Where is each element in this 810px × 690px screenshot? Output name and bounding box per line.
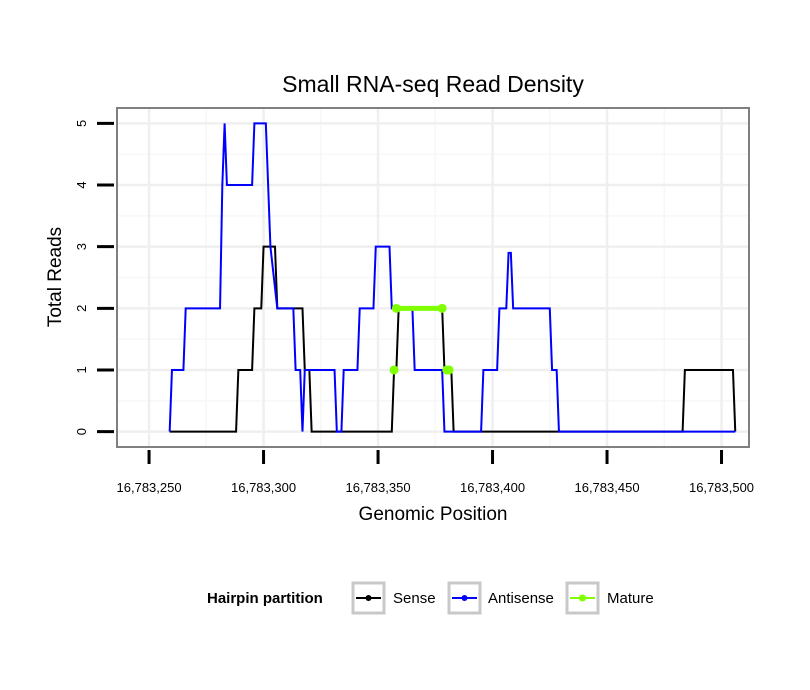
chart-title: Small RNA-seq Read Density [282, 71, 584, 97]
series-mature-point [389, 365, 399, 375]
legend-point-mature [579, 594, 586, 602]
x-tick-label: 16,783,500 [689, 480, 754, 495]
legend-point-sense [365, 595, 372, 601]
y-tick-label: 3 [74, 243, 89, 250]
y-tick-label: 1 [74, 366, 89, 373]
legend-label-mature: Mature [607, 590, 654, 607]
x-tick-label: 16,783,400 [460, 480, 525, 495]
y-axis-label: Total Reads [45, 227, 66, 327]
legend-key-sense: Sense [351, 581, 436, 615]
y-tick-label: 5 [74, 120, 89, 127]
series-mature-point [444, 365, 454, 375]
x-tick-label: 16,783,450 [574, 480, 639, 495]
legend-key-mature: Mature [565, 581, 654, 615]
legend-label-antisense: Antisense [488, 590, 554, 607]
legend-title: Hairpin partition [207, 590, 323, 607]
y-tick-label: 2 [74, 305, 89, 312]
legend-point-antisense [461, 595, 468, 601]
series-mature-point [391, 303, 401, 313]
x-axis: 16,783,250 16,783,300 16,783,350 16,783,400… [117, 450, 754, 495]
x-tick-label: 16,783,350 [346, 480, 411, 495]
y-tick-label: 0 [74, 428, 89, 435]
legend: Hairpin partition Sense Antisense Mature [207, 581, 654, 615]
x-tick-label: 16,783,250 [117, 480, 182, 495]
series-layer [168, 122, 737, 433]
legend-label-sense: Sense [393, 590, 436, 607]
y-tick-label: 4 [74, 181, 89, 188]
plot-panel [116, 107, 750, 448]
legend-key-antisense: Antisense [447, 581, 554, 615]
x-axis-label: Genomic Position [359, 504, 508, 525]
panel-border [116, 107, 750, 448]
series-mature-point [437, 303, 447, 313]
series-antisense-line [168, 122, 736, 433]
x-tick-label: 16,783,300 [231, 480, 296, 495]
y-axis: 0 1 2 3 4 5 [74, 120, 114, 435]
